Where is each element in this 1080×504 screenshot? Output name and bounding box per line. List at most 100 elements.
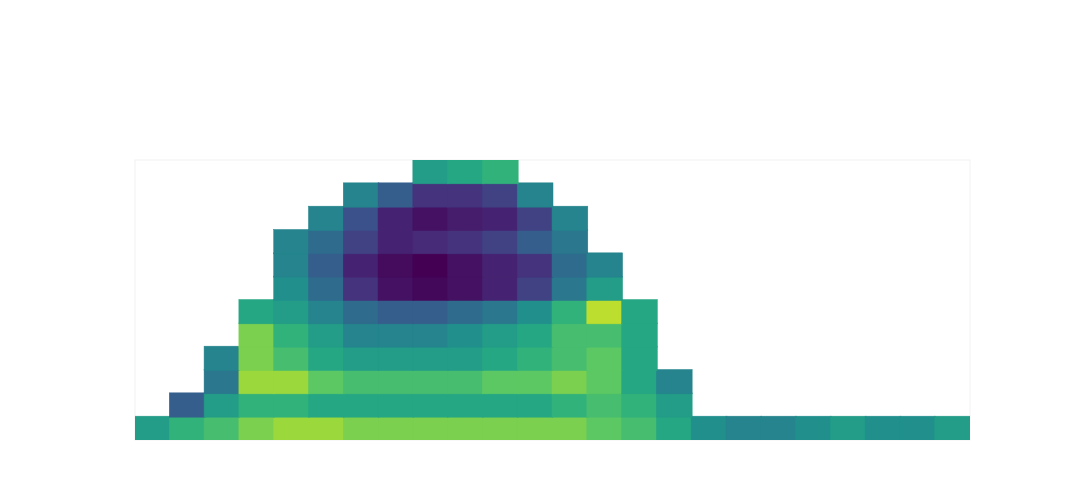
heatmap-cell: [552, 370, 588, 394]
heatmap-cell: [622, 370, 658, 394]
heatmap-cell: [378, 416, 414, 440]
heatmap-cell: [552, 206, 588, 230]
heatmap-cell: [274, 230, 310, 254]
heatmap-cell: [587, 416, 623, 440]
heatmap-cell: [587, 393, 623, 417]
heatmap-cell: [482, 253, 518, 277]
heatmap-cell: [448, 230, 484, 254]
heatmap-cell: [274, 276, 310, 300]
heatmap-cell: [308, 300, 344, 324]
heatmap-cell: [482, 206, 518, 230]
heatmap-cell: [413, 230, 449, 254]
heatmap-cell: [482, 276, 518, 300]
heatmap-cell: [378, 370, 414, 394]
heatmap-cell: [204, 393, 240, 417]
heatmap-cell: [378, 206, 414, 230]
heatmap-cell: [482, 323, 518, 347]
heatmap-cell: [587, 323, 623, 347]
heatmap-cell: [343, 183, 379, 207]
heatmap-cell: [830, 416, 866, 440]
heatmap-cell: [517, 276, 553, 300]
heatmap-cell: [343, 230, 379, 254]
heatmap-cell: [552, 393, 588, 417]
heatmap-cell: [274, 416, 310, 440]
heatmap-cell: [274, 323, 310, 347]
heatmap-cell: [308, 346, 344, 370]
heatmap-cell: [448, 300, 484, 324]
heatmap-cell: [204, 370, 240, 394]
heatmap-cell: [656, 370, 692, 394]
heatmap-cell: [169, 416, 205, 440]
heatmap-cell: [274, 346, 310, 370]
chart-root: [0, 0, 1080, 504]
heatmap-cell: [656, 416, 692, 440]
heatmap-cell: [552, 230, 588, 254]
heatmap-cell: [517, 253, 553, 277]
heatmap-cell: [343, 323, 379, 347]
heatmap-cell: [308, 253, 344, 277]
heatmap-cell: [517, 300, 553, 324]
heatmap-cell: [308, 276, 344, 300]
heatmap-cell: [482, 300, 518, 324]
heatmap-cell: [135, 416, 170, 440]
heatmap-cell: [343, 206, 379, 230]
heatmap-cell: [622, 393, 658, 417]
heatmap-cell: [448, 370, 484, 394]
heatmap-cell: [900, 416, 936, 440]
heatmap-cell: [552, 323, 588, 347]
heatmap-cell: [378, 300, 414, 324]
heatmap-cell: [239, 393, 275, 417]
heatmap-cell: [448, 160, 484, 184]
heatmap-cell: [239, 370, 275, 394]
heatmap-cell: [448, 206, 484, 230]
heatmap-cell: [656, 393, 692, 417]
heatmap-cell: [482, 370, 518, 394]
heatmap-cell: [726, 416, 762, 440]
heatmap-cell: [587, 370, 623, 394]
heatmap-cell: [448, 416, 484, 440]
heatmap-chart: [0, 0, 1080, 504]
heatmap-cell: [517, 346, 553, 370]
heatmap-cell: [308, 393, 344, 417]
heatmap-cell: [517, 416, 553, 440]
heatmap-cell: [378, 393, 414, 417]
heatmap-cell: [448, 253, 484, 277]
heatmap-cell: [239, 416, 275, 440]
heatmap-cell: [204, 346, 240, 370]
heatmap-cell: [204, 416, 240, 440]
heatmap-cell: [552, 300, 588, 324]
heatmap-cell: [413, 160, 449, 184]
heatmap-cell: [308, 416, 344, 440]
heatmap-cell: [587, 300, 623, 324]
heatmap-cell: [413, 276, 449, 300]
heatmap-cell: [865, 416, 901, 440]
heatmap-cells: [135, 160, 970, 440]
heatmap-cell: [517, 323, 553, 347]
heatmap-cell: [517, 183, 553, 207]
heatmap-cell: [691, 416, 727, 440]
heatmap-cell: [517, 206, 553, 230]
heatmap-cell: [587, 276, 623, 300]
heatmap-cell: [308, 323, 344, 347]
heatmap-cell: [552, 346, 588, 370]
heatmap-cell: [482, 230, 518, 254]
heatmap-cell: [378, 183, 414, 207]
heatmap-cell: [343, 276, 379, 300]
heatmap-cell: [552, 276, 588, 300]
heatmap-cell: [308, 370, 344, 394]
heatmap-cell: [761, 416, 797, 440]
heatmap-cell: [622, 416, 658, 440]
heatmap-cell: [796, 416, 832, 440]
heatmap-cell: [482, 416, 518, 440]
heatmap-cell: [448, 276, 484, 300]
heatmap-cell: [413, 323, 449, 347]
heatmap-cell: [378, 276, 414, 300]
heatmap-cell: [308, 206, 344, 230]
heatmap-cell: [448, 393, 484, 417]
heatmap-cell: [587, 346, 623, 370]
heatmap-cell: [413, 346, 449, 370]
heatmap-cell: [448, 183, 484, 207]
heatmap-cell: [343, 416, 379, 440]
heatmap-cell: [378, 253, 414, 277]
heatmap-cell: [239, 346, 275, 370]
